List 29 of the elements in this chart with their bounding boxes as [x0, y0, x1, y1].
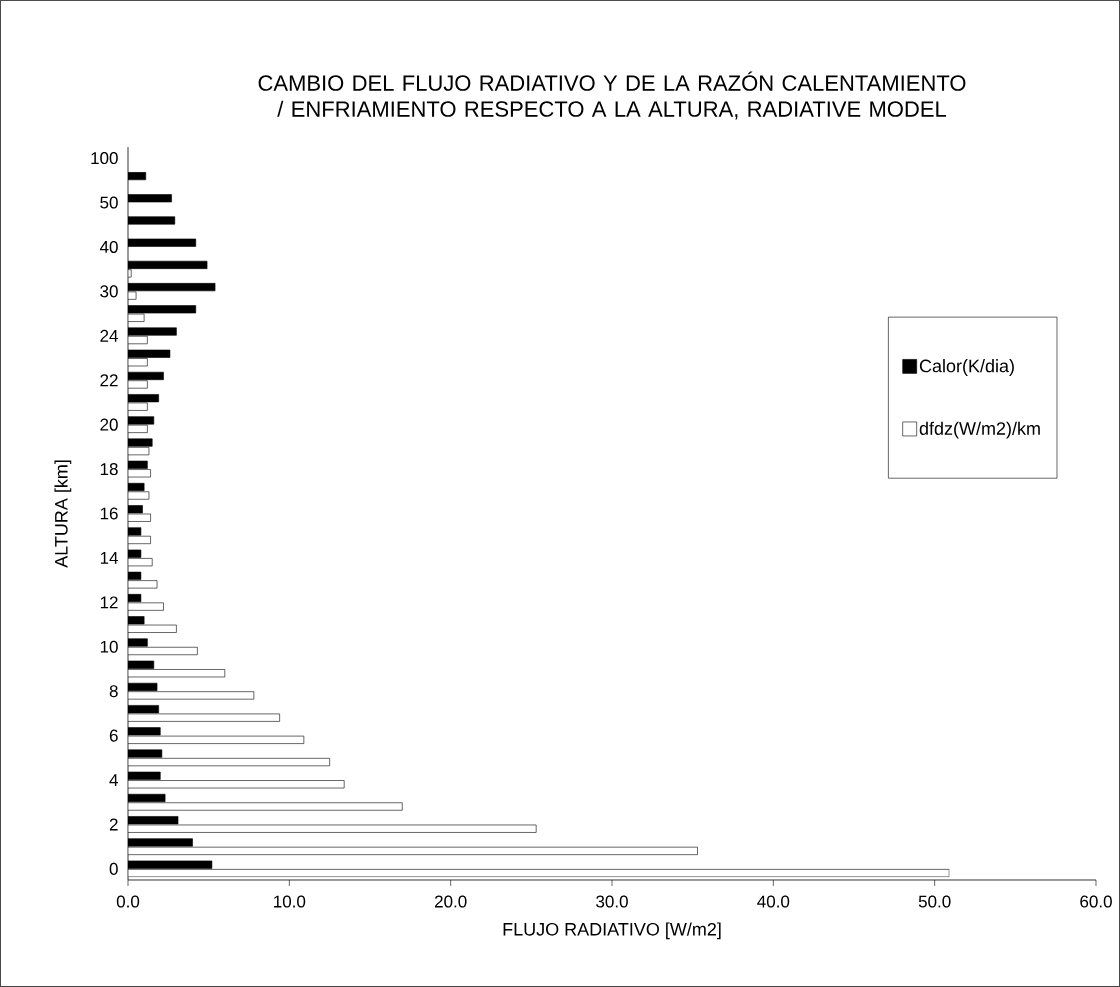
y-tick-label: 18	[100, 463, 118, 476]
x-tick-label: 0.0	[116, 895, 140, 908]
y-tick-label: 30	[100, 285, 118, 298]
x-tick-label: 40.0	[757, 895, 790, 908]
x-tick-label: 20.0	[434, 895, 467, 908]
y-tick-label: 6	[109, 729, 118, 742]
y-tick-label: 16	[100, 507, 118, 520]
y-tick-label: 40	[99, 240, 118, 253]
chart-title: CAMBIO DEL FLUJO RADIATIVO Y DE LA RAZÓN CALENTAMIENTO / ENFRIAMIENTO RESPECTO A LA ALTURA, RADIATIVE MODEL	[258, 71, 966, 120]
y-tick-label: 20	[100, 418, 118, 431]
x-tick-label: 10.0	[274, 895, 306, 908]
y-tick-label: 2	[109, 818, 118, 831]
y-tick-label: 22	[100, 374, 118, 387]
x-axis-title: FLUJO RADIATIVO [W/m2]	[503, 922, 721, 940]
y-axis-title: ALTURA [km]	[54, 460, 72, 568]
y-tick-label: 8	[109, 685, 118, 698]
x-tick-label: 50.0	[918, 895, 951, 908]
y-tick-label: 24	[100, 329, 118, 342]
legend-label: Calor(K/dia)	[919, 359, 1014, 376]
y-tick-label: 4	[109, 774, 118, 786]
x-tick-label: 60.0	[1080, 895, 1112, 908]
y-tick-label: 50	[100, 196, 118, 209]
y-tick-label: 100	[91, 152, 118, 165]
y-tick-label: 0	[109, 862, 118, 875]
y-tick-label: 14	[100, 552, 118, 564]
x-tick-label: 30.0	[596, 895, 628, 908]
y-tick-label: 12	[100, 596, 118, 609]
y-tick-label: 10	[100, 640, 118, 653]
legend-label: dfdz(W/m2)/km	[919, 421, 1040, 439]
